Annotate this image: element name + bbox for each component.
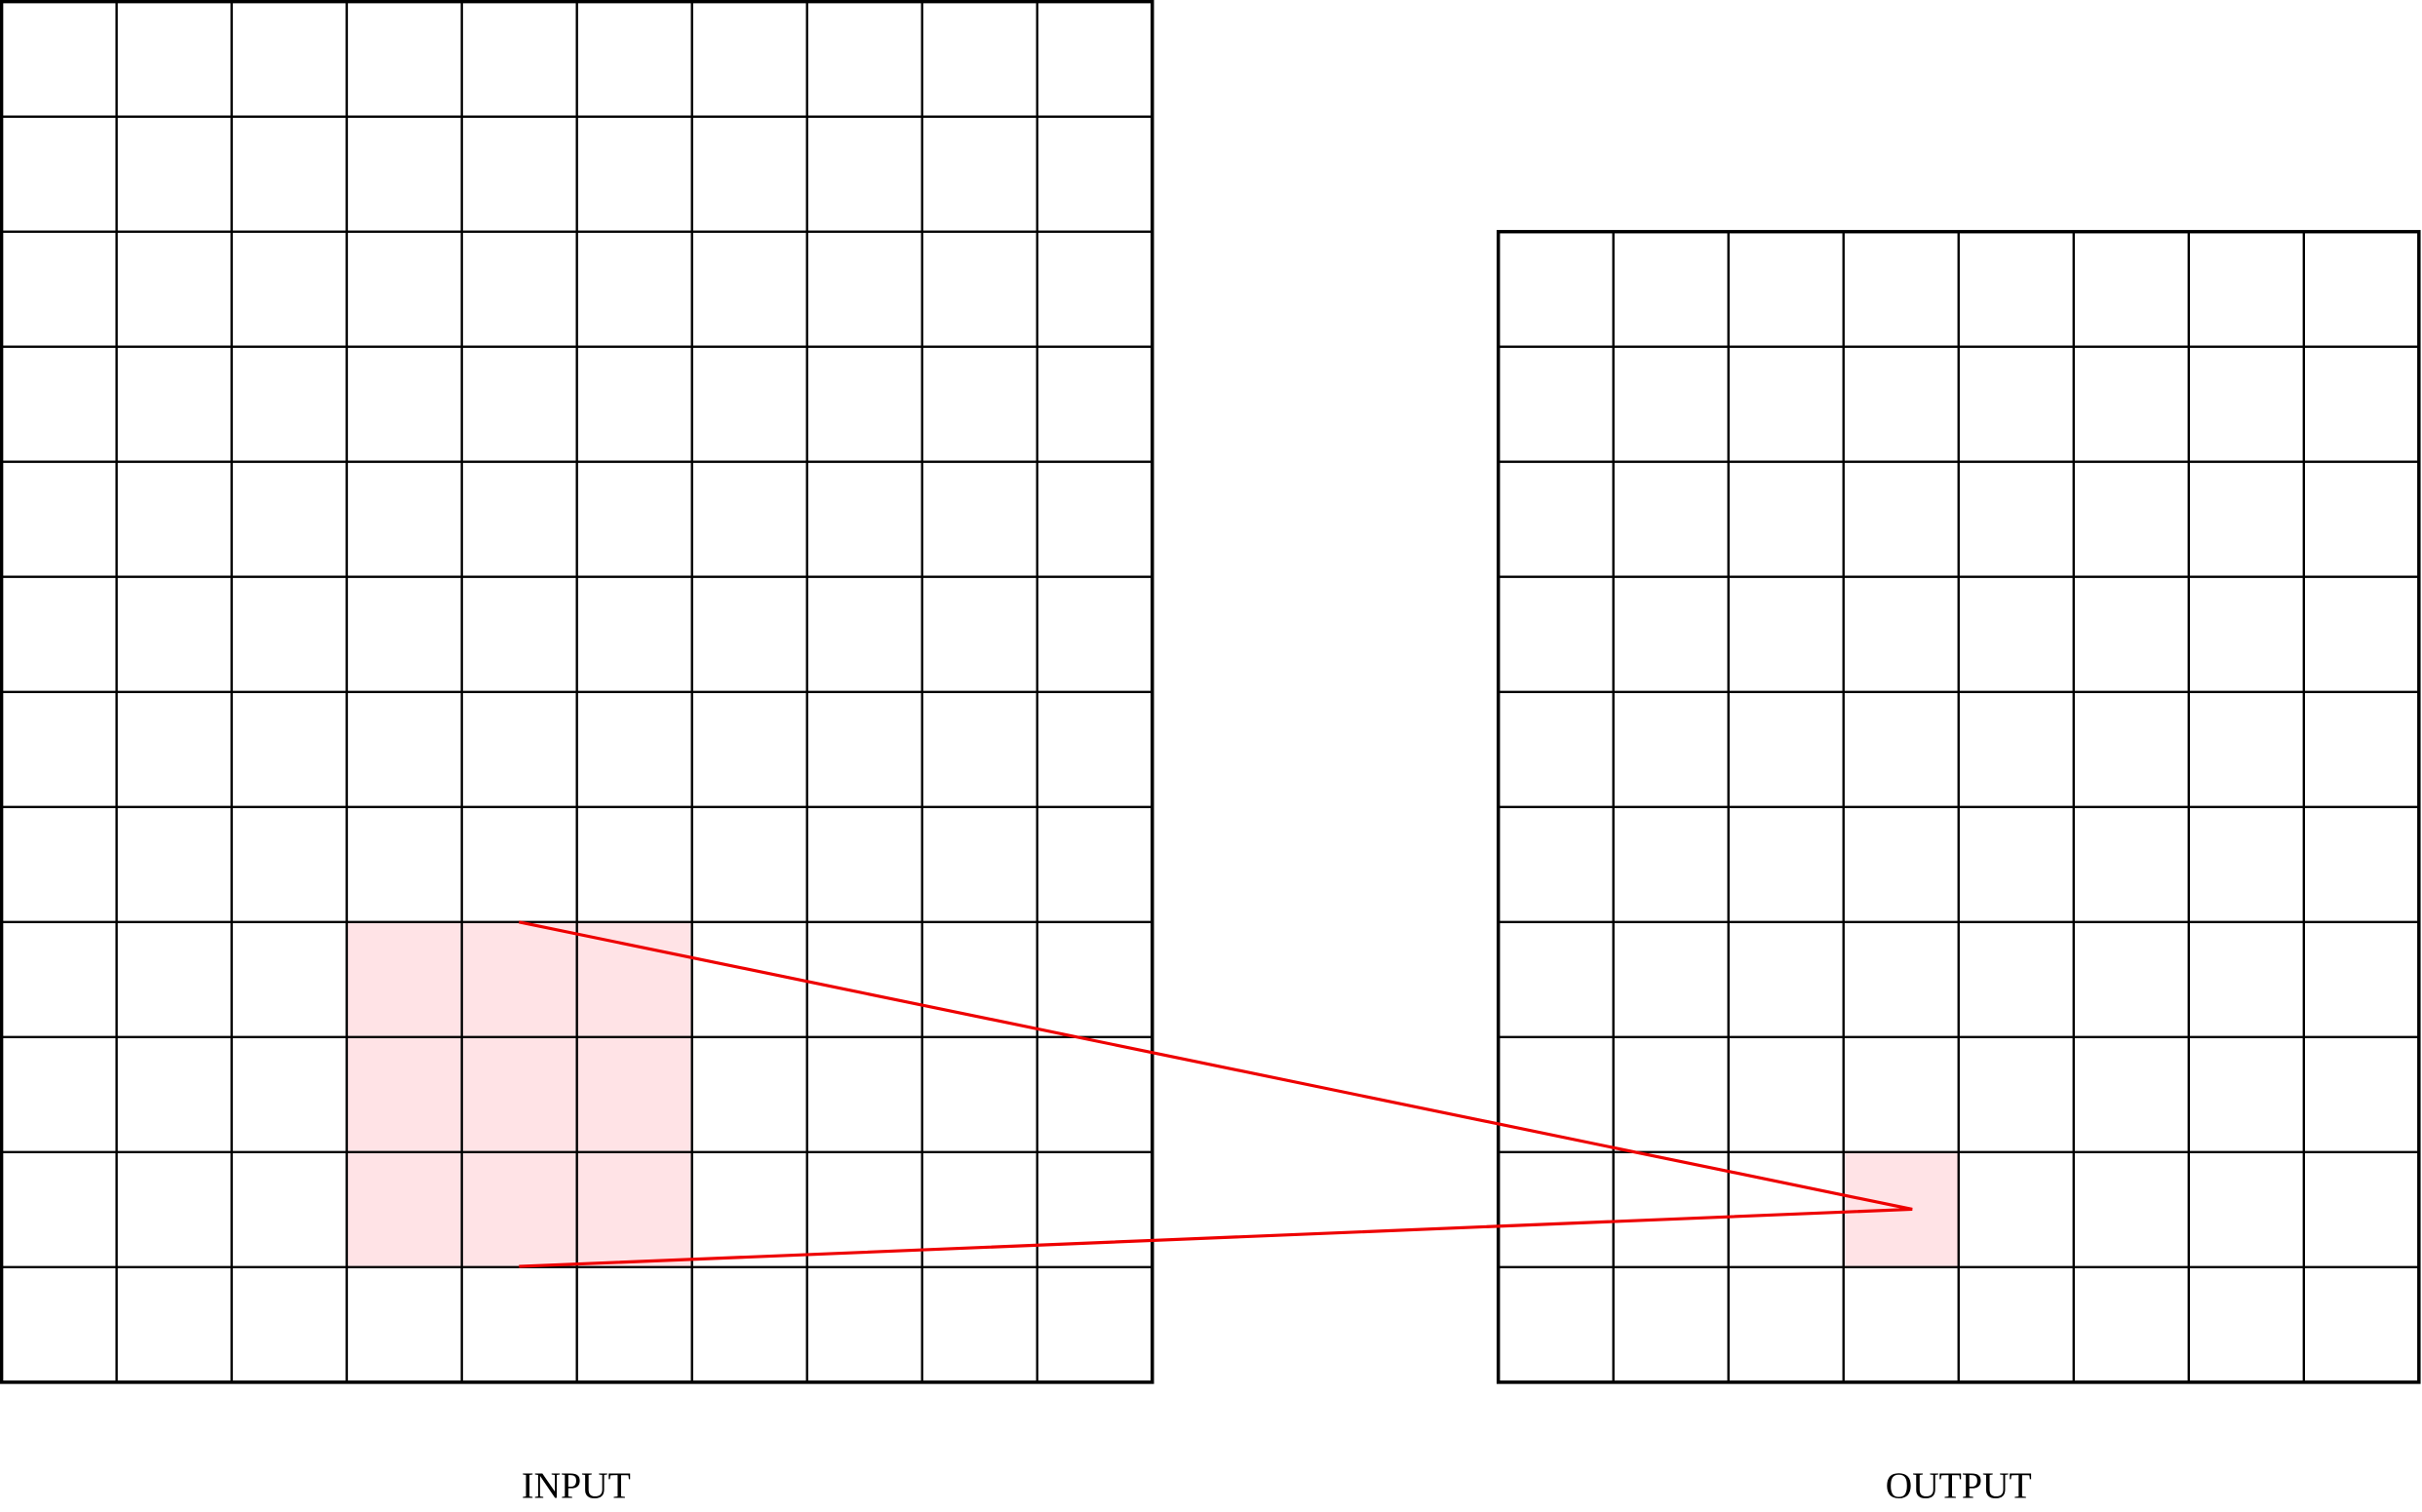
projection-lines (518, 920, 1913, 1268)
receptive-field (347, 921, 692, 1267)
input-label: INPUT (522, 1466, 631, 1507)
grids (0, 0, 2421, 1384)
output-label: OUTPUT (1886, 1466, 2032, 1507)
